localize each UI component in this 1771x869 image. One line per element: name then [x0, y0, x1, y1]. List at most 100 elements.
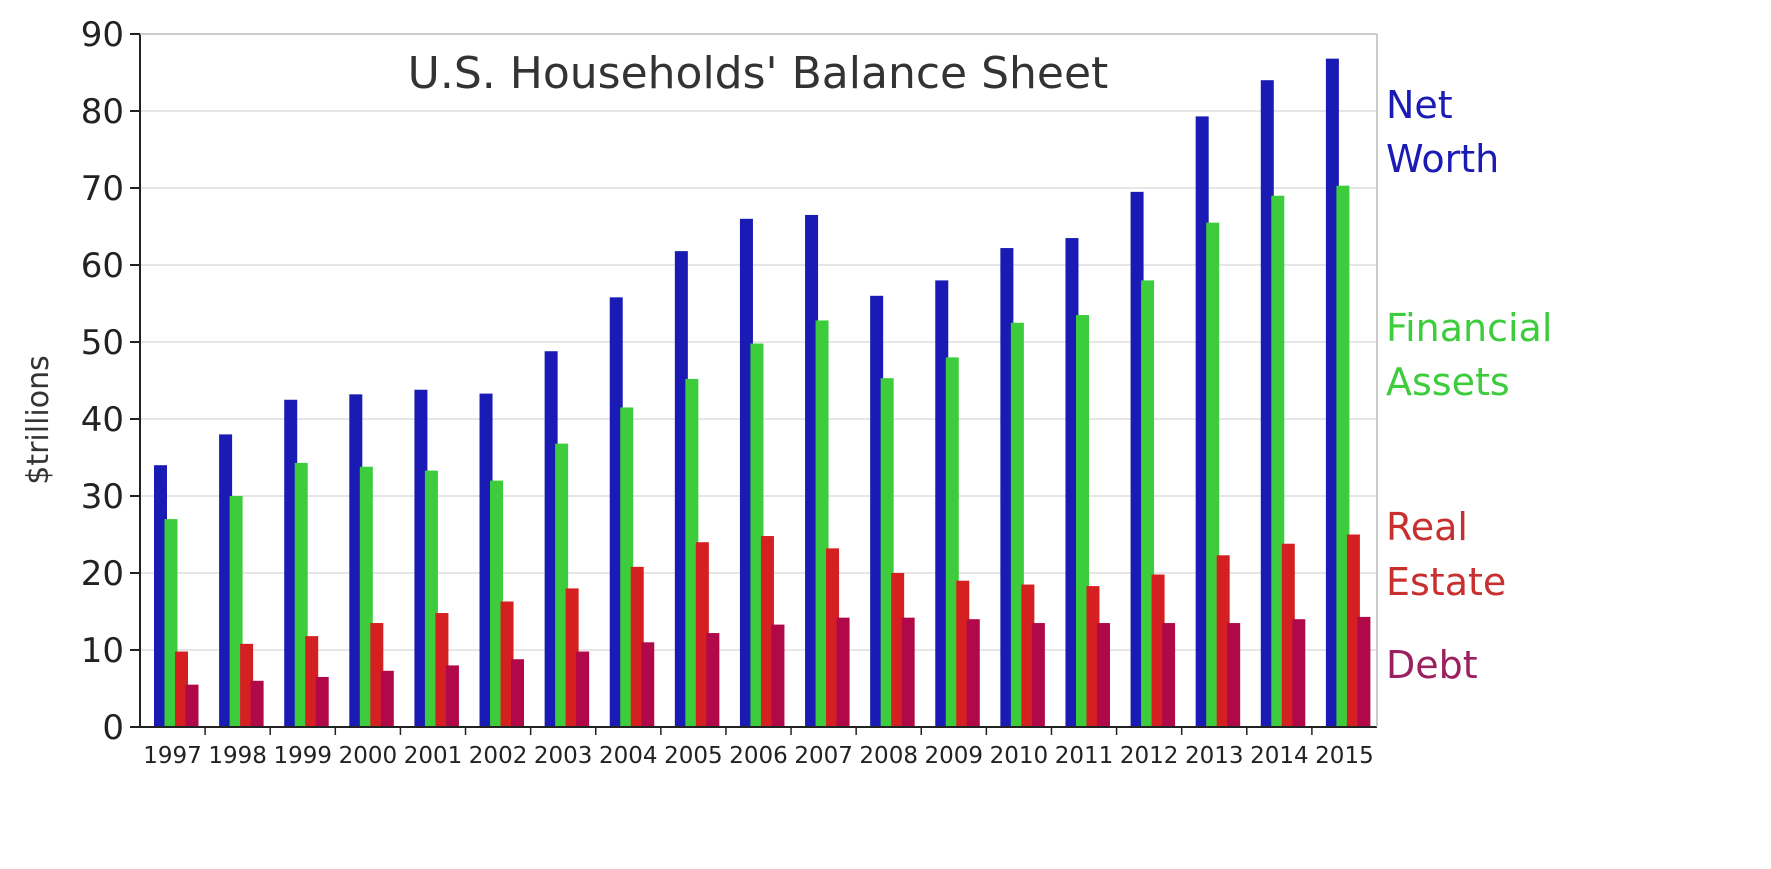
bar-debt [511, 659, 525, 727]
y-axis-label: $trillions [21, 355, 56, 485]
bar-real-estate [1086, 586, 1100, 727]
y-axis-ticks: 0 10 20 30 40 50 60 70 80 90 [81, 15, 140, 748]
bars [154, 58, 1371, 728]
bar-net-worth [1195, 116, 1209, 727]
bar-net-worth [1260, 80, 1274, 727]
chart-title: U.S. Households' Balance Sheet [408, 48, 1109, 99]
bar-financial-assets [229, 496, 243, 727]
legend-label: Estate [1386, 560, 1506, 604]
bar-financial-assets [620, 407, 634, 727]
bar-real-estate [826, 548, 840, 727]
x-tick-label: 2000 [339, 743, 398, 769]
y-tick-label: 0 [102, 708, 124, 748]
x-tick-label: 2004 [599, 743, 658, 769]
bar-debt [901, 617, 915, 727]
y-tick-label: 60 [81, 246, 124, 286]
bar-net-worth [1130, 191, 1144, 728]
bar-real-estate [1281, 543, 1295, 727]
bar-real-estate [760, 536, 774, 727]
bar-net-worth [1000, 248, 1014, 727]
bar-financial-assets [424, 470, 438, 727]
bar-debt [315, 676, 329, 727]
x-tick-label: 1999 [273, 743, 332, 769]
bar-debt [250, 680, 264, 727]
bar-debt [1162, 623, 1176, 727]
bar-debt [1031, 623, 1045, 727]
bar-net-worth [349, 394, 363, 727]
x-tick-label: 2013 [1185, 743, 1244, 769]
bar-financial-assets [555, 443, 569, 727]
bar-debt [771, 624, 785, 727]
bar-net-worth [154, 465, 167, 727]
bar-real-estate [956, 580, 970, 727]
bar-net-worth [739, 218, 753, 728]
legend-label: Real [1386, 505, 1468, 549]
bar-financial-assets [945, 357, 959, 727]
x-tick-label: 2012 [1120, 743, 1179, 769]
x-tick-label: 2014 [1250, 743, 1309, 769]
legend-label: Debt [1386, 643, 1478, 687]
bar-financial-assets [1271, 195, 1285, 727]
bar-net-worth [544, 351, 558, 727]
y-tick-label: 90 [81, 15, 124, 55]
bar-debt [1227, 623, 1241, 727]
bar-debt [185, 684, 199, 727]
bar-financial-assets [1141, 280, 1155, 727]
bar-financial-assets [294, 462, 308, 727]
x-tick-label: 2007 [794, 743, 853, 769]
legend-label: Net [1386, 83, 1453, 127]
legend-label: Financial [1386, 306, 1552, 350]
bar-debt [380, 670, 394, 727]
bar-real-estate [1346, 534, 1360, 727]
bar-net-worth [219, 434, 233, 727]
y-tick-label: 40 [81, 400, 124, 440]
bar-financial-assets [164, 519, 178, 727]
x-tick-label: 2002 [469, 743, 528, 769]
y-tick-label: 20 [81, 554, 124, 594]
bar-real-estate [1021, 584, 1035, 727]
bar-real-estate [240, 643, 254, 727]
bar-debt [1357, 616, 1371, 727]
bar-net-worth [414, 389, 428, 727]
x-tick-label: 2005 [664, 743, 723, 769]
y-tick-label: 50 [81, 323, 124, 363]
y-tick-label: 10 [81, 631, 124, 671]
bar-net-worth [1325, 58, 1339, 727]
legend-label: Worth [1386, 137, 1499, 181]
legend-label: Assets [1386, 360, 1510, 404]
bar-financial-assets [750, 343, 764, 727]
bar-financial-assets [1336, 185, 1350, 727]
bar-financial-assets [815, 320, 829, 727]
bar-real-estate [370, 623, 384, 727]
bar-debt [966, 619, 980, 727]
x-axis-ticks: 1997 1998 1999 2000 2001 2002 2003 2004 2005 2006… [143, 727, 1374, 769]
bar-real-estate [565, 588, 579, 727]
x-tick-label: 2003 [534, 743, 593, 769]
bar-financial-assets [880, 378, 894, 727]
x-tick-label: 1998 [208, 743, 267, 769]
bar-net-worth [609, 297, 623, 727]
x-tick-label: 2001 [404, 743, 463, 769]
x-tick-label: 2006 [729, 743, 788, 769]
bar-real-estate [1151, 574, 1165, 727]
bar-financial-assets [1010, 322, 1024, 727]
x-tick-label: 2010 [990, 743, 1049, 769]
bar-real-estate [175, 651, 188, 727]
bar-real-estate [305, 636, 319, 727]
x-tick-label: 2015 [1315, 743, 1374, 769]
bar-debt [641, 642, 655, 727]
y-tick-label: 70 [81, 169, 124, 209]
bar-net-worth [479, 393, 493, 727]
bar-net-worth [284, 399, 298, 727]
bar-net-worth [1065, 238, 1079, 728]
bar-financial-assets [359, 466, 373, 727]
bar-financial-assets [490, 480, 504, 727]
bar-debt [706, 633, 720, 727]
x-tick-label: 2008 [859, 743, 918, 769]
bar-net-worth [805, 214, 819, 727]
bar-financial-assets [685, 378, 699, 727]
bar-net-worth [870, 295, 884, 727]
bar-real-estate [500, 601, 514, 727]
bar-debt [576, 651, 590, 727]
